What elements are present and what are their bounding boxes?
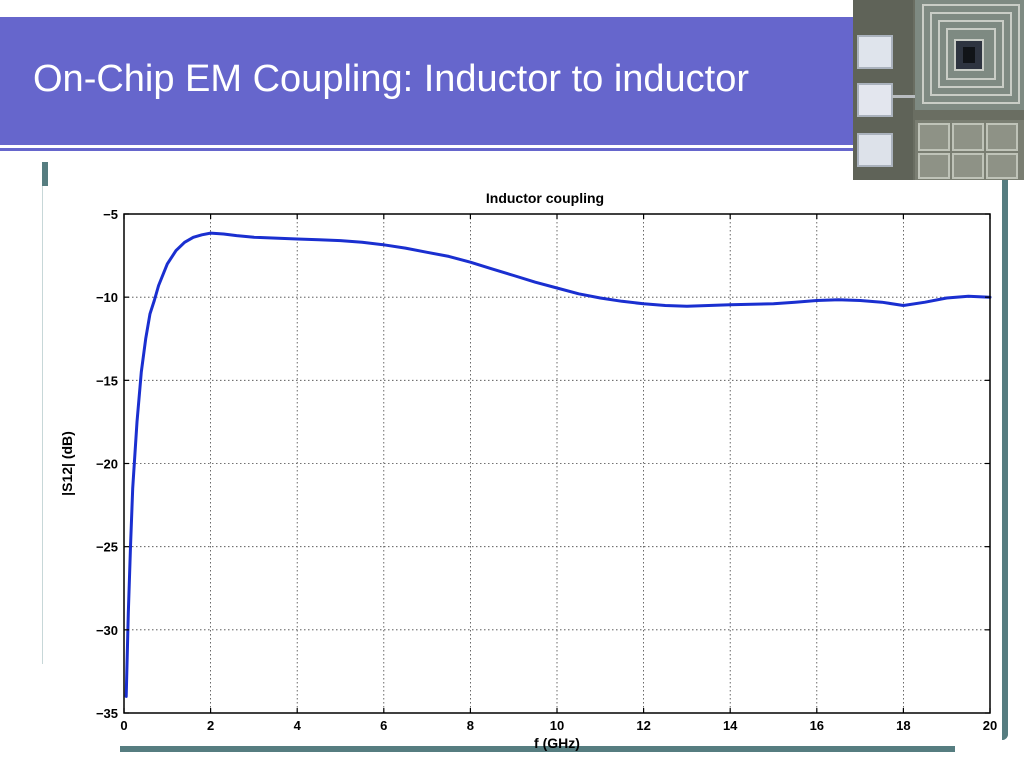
grid-lines (124, 214, 990, 713)
chip-micrograph-drawing (853, 0, 1024, 180)
x-tick-label: 14 (723, 718, 738, 733)
y-axis-label: |S12| (dB) (59, 431, 75, 496)
x-tick-label: 8 (467, 718, 474, 733)
series-layer (124, 231, 992, 698)
frame-left-accent (42, 162, 48, 186)
x-tick-label: 18 (896, 718, 910, 733)
x-tick-label: 2 (207, 718, 214, 733)
y-tick-label: −5 (103, 207, 118, 222)
x-tick-label: 4 (294, 718, 302, 733)
series-line (124, 231, 992, 698)
x-tick-label: 6 (380, 718, 387, 733)
frame-bottom-border (120, 746, 955, 752)
title-rule (0, 148, 1024, 151)
chart-title: Inductor coupling (486, 190, 604, 206)
frame-left-line (42, 186, 43, 664)
x-tick-label: 0 (120, 718, 127, 733)
chip-micrograph (853, 0, 1024, 180)
axis-ticks: 0 2 4 6 8 10 12 14 16 18 20 −5 −10 −15 −20 −25 −30 −35 (96, 207, 997, 733)
y-tick-label: −15 (96, 373, 118, 388)
y-tick-label: −25 (96, 540, 118, 555)
y-tick-label: −20 (96, 457, 118, 472)
slide-title: On-Chip EM Coupling: Inductor to inducto… (33, 58, 750, 100)
x-tick-label: 10 (550, 718, 564, 733)
frame-right-border (1002, 180, 1008, 740)
x-tick-label: 16 (810, 718, 824, 733)
y-tick-label: −35 (96, 706, 118, 721)
y-tick-label: −10 (96, 290, 118, 305)
x-axis-label: f (GHz) (534, 735, 580, 751)
x-tick-label: 12 (636, 718, 650, 733)
y-tick-label: −30 (96, 623, 118, 638)
x-tick-label: 20 (983, 718, 997, 733)
